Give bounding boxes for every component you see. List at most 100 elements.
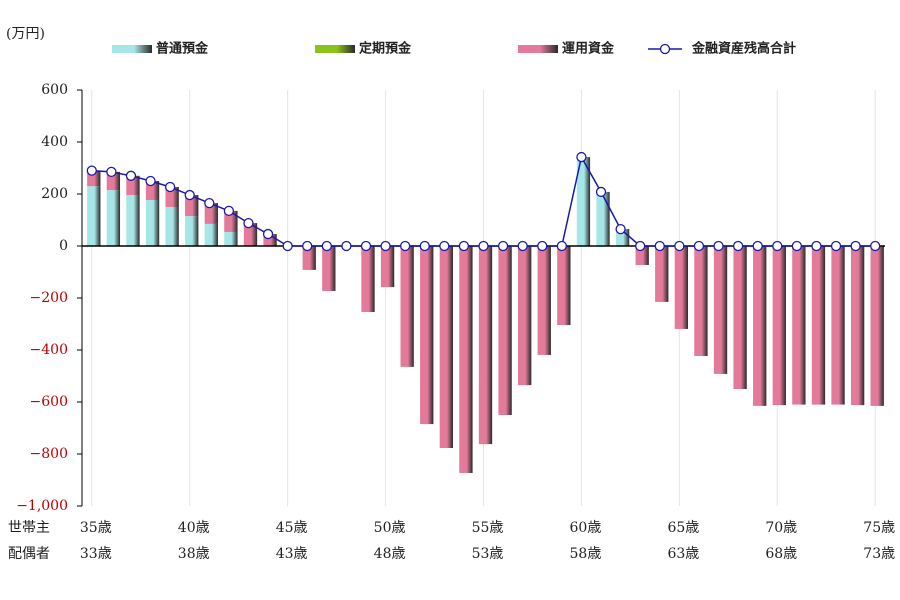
total-marker	[556, 240, 567, 252]
bar-segment	[655, 246, 669, 302]
x-tick-label: 55歳	[472, 520, 504, 536]
total-marker	[654, 240, 665, 252]
bar-segment	[498, 246, 512, 415]
total-marker	[380, 240, 391, 252]
bar-segment	[537, 246, 551, 355]
total-marker	[458, 240, 470, 252]
bar-segment	[380, 246, 395, 288]
bar-segment	[185, 216, 199, 246]
total-marker	[321, 240, 332, 252]
y-tick-label: 600	[41, 82, 68, 98]
bar-segment	[478, 246, 493, 445]
total-marker	[595, 186, 607, 198]
bar-segment	[713, 246, 728, 374]
legend-label: 定期預金	[358, 41, 412, 57]
legend-swatch	[518, 45, 558, 53]
legend-label: 金融資産残高合計	[691, 41, 796, 57]
bar-segment	[733, 246, 747, 389]
bar-segment	[106, 190, 121, 246]
bar-segment	[576, 157, 591, 246]
x-tick-label: 50歳	[374, 520, 406, 536]
total-marker	[360, 240, 372, 252]
bar-segment	[753, 246, 767, 406]
total-marker	[86, 165, 97, 176]
total-marker	[164, 181, 176, 193]
bar-segment	[145, 199, 160, 246]
total-marker	[302, 240, 313, 252]
bar-segment	[420, 246, 434, 425]
bar-segment	[792, 246, 806, 405]
x-tick-label: 68歳	[765, 546, 797, 562]
total-marker	[497, 240, 509, 252]
legend-marker	[659, 43, 671, 55]
total-marker	[262, 228, 274, 240]
total-marker	[870, 240, 881, 252]
bar-segment	[302, 246, 316, 270]
total-marker	[400, 240, 411, 252]
total-marker	[850, 240, 861, 252]
x-tick-label: 60歳	[570, 520, 602, 536]
x-tick-label: 38歳	[178, 546, 210, 562]
bar-segment	[263, 234, 277, 246]
x-tick-label: 48歳	[374, 546, 406, 562]
y-tick-label: −800	[30, 446, 68, 462]
y-tick-label: 0	[59, 238, 68, 254]
bar-segment	[557, 246, 571, 326]
x-tick-label: 65歳	[667, 520, 699, 536]
total-marker	[537, 240, 548, 252]
x-tick-label: 40歳	[178, 520, 210, 536]
total-marker	[204, 197, 215, 209]
bar-segment	[850, 246, 865, 406]
x-tick-label: 45歳	[276, 520, 308, 536]
bar-segment	[322, 246, 336, 291]
bar-segment	[439, 246, 453, 449]
x-tick-label: 33歳	[80, 546, 112, 562]
total-marker	[576, 151, 587, 163]
total-marker	[830, 240, 842, 252]
y-tick-label: −400	[30, 342, 68, 358]
bar-segment	[361, 246, 375, 313]
x-tick-label: 43歳	[276, 546, 308, 562]
total-marker	[184, 189, 195, 201]
legend-label: 普通預金	[156, 41, 209, 57]
total-marker	[772, 240, 783, 252]
total-marker	[615, 223, 626, 235]
bar-segment	[165, 186, 179, 207]
y-tick-label: 200	[41, 186, 68, 202]
total-marker	[674, 240, 685, 252]
bar-segment	[87, 186, 101, 246]
legend-swatch	[112, 45, 152, 53]
bar-segment	[165, 207, 179, 246]
row-label: 世帯主	[8, 520, 50, 536]
bar-segment	[126, 195, 140, 246]
x-tick-label: 53歳	[472, 546, 504, 562]
x-tick-label: 58歳	[570, 546, 602, 562]
bar-segment	[772, 246, 786, 406]
y-tick-label: −1,000	[16, 498, 68, 514]
total-marker	[223, 205, 235, 217]
bar-segment	[870, 246, 884, 406]
total-marker	[732, 240, 744, 252]
bar-segment	[243, 223, 258, 246]
bar-segment	[204, 203, 218, 224]
total-marker	[419, 240, 430, 252]
total-marker	[125, 170, 137, 181]
bar-segment	[185, 195, 199, 217]
total-marker	[439, 240, 450, 252]
x-tick-label: 35歳	[80, 520, 112, 536]
bar-segment	[224, 210, 238, 232]
legend-label: 運用資金	[562, 41, 615, 57]
x-tick-label: 73歳	[863, 546, 895, 562]
x-tick-label: 75歳	[863, 520, 895, 536]
total-marker	[106, 166, 117, 178]
total-marker	[635, 240, 646, 252]
total-marker	[243, 217, 254, 229]
total-marker	[517, 240, 528, 252]
y-tick-label: 400	[41, 134, 68, 150]
x-tick-label: 70歳	[765, 520, 797, 536]
total-marker	[791, 240, 803, 252]
bar-segment	[204, 223, 218, 246]
bar-segment	[224, 231, 238, 246]
total-marker	[341, 240, 352, 252]
